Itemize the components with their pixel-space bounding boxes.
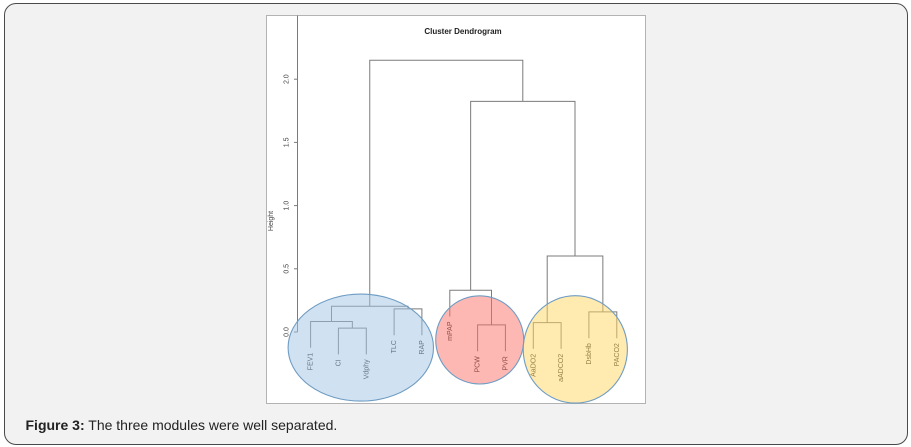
- svg-text:1.5: 1.5: [284, 137, 291, 147]
- svg-text:Height: Height: [268, 211, 275, 231]
- svg-text:0.5: 0.5: [284, 264, 291, 274]
- svg-text:1.0: 1.0: [284, 201, 291, 211]
- svg-text:0.0: 0.0: [284, 327, 291, 337]
- svg-text:Cluster Dendrogram: Cluster Dendrogram: [424, 27, 501, 36]
- svg-text:2.0: 2.0: [284, 74, 291, 84]
